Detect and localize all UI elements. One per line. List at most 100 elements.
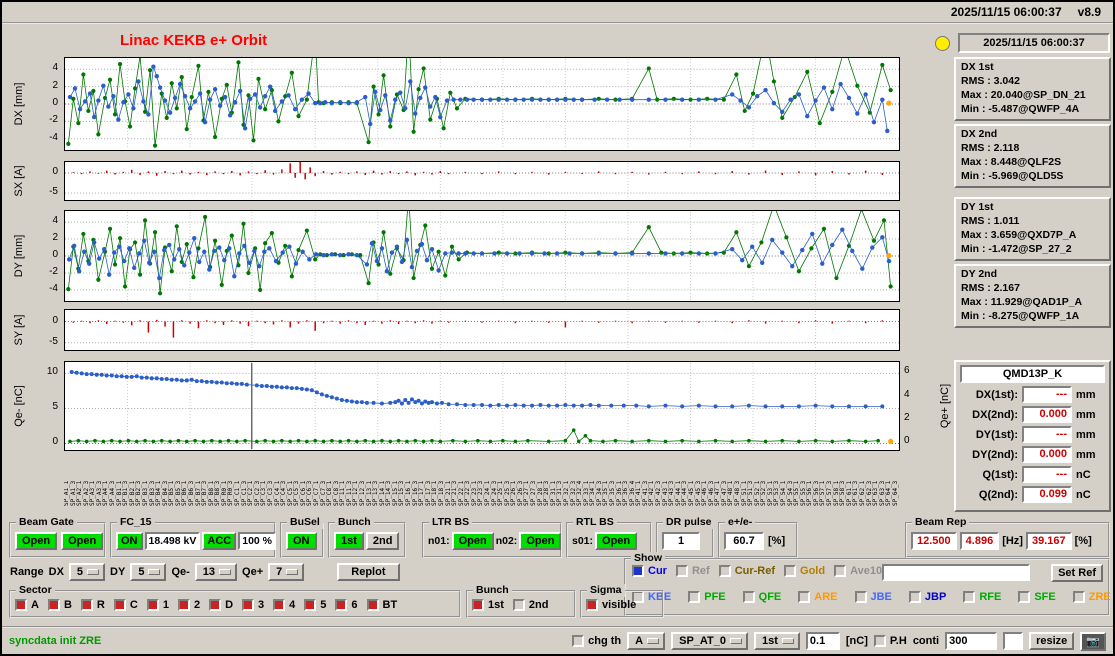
check-item-2[interactable]: 2 — [177, 598, 200, 611]
check-item-kbe[interactable]: KBE — [632, 591, 671, 603]
checkbox-5[interactable] — [304, 598, 317, 611]
check-item-visible[interactable]: visible — [586, 598, 636, 611]
check-item-ref[interactable]: Ref — [675, 565, 710, 577]
checkbox-c[interactable] — [113, 598, 126, 611]
range-qep-menu[interactable]: 7 — [268, 563, 305, 581]
rtl-s01-open-button[interactable]: Open — [595, 531, 638, 550]
camera-button[interactable]: 📷 — [1080, 631, 1106, 651]
check-item-4[interactable]: 4 — [273, 598, 295, 611]
checkbox-qfe[interactable] — [742, 591, 755, 603]
check-item-qfe[interactable]: QFE — [742, 591, 781, 603]
set-ref-entry[interactable] — [882, 564, 1030, 581]
interval-entry[interactable] — [945, 632, 998, 650]
bunch-1st-button[interactable]: 1st — [334, 531, 364, 550]
range-dx-menu[interactable]: 5 — [68, 563, 106, 581]
checkbox-jbp[interactable] — [908, 591, 921, 603]
check-item-cur-ref[interactable]: Cur-Ref — [718, 565, 775, 577]
check-label: 1st — [488, 598, 504, 611]
check-item-1st[interactable]: 1st — [472, 598, 504, 611]
checkbox-cur[interactable] — [632, 565, 644, 577]
checkbox-ave10[interactable] — [834, 565, 847, 577]
checkbox-1st[interactable] — [472, 598, 484, 611]
checkbox-6[interactable] — [335, 598, 348, 611]
check-item-pfe[interactable]: PFE — [688, 591, 726, 603]
qmd-row-value: --- — [1022, 426, 1072, 443]
fc15-on-button[interactable]: ON — [116, 531, 143, 550]
check-item-rfe[interactable]: RFE — [963, 591, 1001, 603]
checkbox-kbe[interactable] — [632, 591, 644, 603]
check-item-ave10[interactable]: Ave10 — [834, 565, 882, 577]
check-item-zre[interactable]: ZRE — [1072, 591, 1111, 603]
check-item-bt[interactable]: BT — [366, 598, 397, 611]
qmd-row-label: DX(2nd): — [972, 408, 1018, 421]
check-item-cur[interactable]: Cur — [632, 565, 667, 577]
checkbox-gold[interactable] — [784, 565, 797, 577]
beam-gate-open-1-button[interactable]: Open — [15, 531, 58, 550]
checkbox-a[interactable] — [15, 598, 27, 611]
check-item-1[interactable]: 1 — [146, 598, 169, 611]
check-item-jbe[interactable]: JBE — [854, 591, 892, 603]
checkbox-are[interactable] — [798, 591, 811, 603]
checkbox-2nd[interactable] — [512, 598, 525, 611]
checkbox-4[interactable] — [273, 598, 286, 611]
plot-dx: DX [mm] 4 2 0 -2 -4 — [13, 57, 900, 151]
ltr-n01-open-button[interactable]: Open — [451, 531, 494, 550]
range-qem-menu[interactable]: 13 — [194, 563, 238, 581]
check-item-3[interactable]: 3 — [242, 598, 264, 611]
checkbox-b[interactable] — [47, 598, 60, 611]
busel-on-button[interactable]: ON — [286, 531, 317, 550]
checkbox-bt[interactable] — [366, 598, 379, 611]
sector-menu[interactable]: A — [627, 632, 666, 650]
chg-th-check[interactable]: chg th — [572, 635, 621, 647]
checkbox-visible[interactable] — [586, 598, 598, 611]
bunch-2nd-button[interactable]: 2nd — [365, 531, 400, 550]
check-label: PFE — [704, 591, 726, 603]
check-item-d[interactable]: D — [209, 598, 233, 611]
checkbox-ref[interactable] — [675, 565, 688, 577]
ltr-n02-open-button[interactable]: Open — [519, 531, 562, 550]
check-item-jbp[interactable]: JBP — [908, 591, 946, 603]
plot-qe: Qe- [nC] 10 5 0 6 4 2 0 Qe+ [nC] — [13, 361, 951, 451]
threshold-entry[interactable] — [805, 632, 840, 650]
checkbox-sfe[interactable] — [1018, 591, 1031, 603]
checkbox-jbe[interactable] — [854, 591, 867, 603]
checkbox-d[interactable] — [209, 598, 222, 611]
checkbox-r[interactable] — [80, 598, 93, 611]
y-tick-label: -5 — [49, 335, 58, 347]
checkbox-cur-ref[interactable] — [718, 565, 731, 577]
chg-th-checkbox[interactable] — [572, 635, 585, 647]
bunch-select-group: Bunch 1st 2nd — [328, 516, 406, 558]
checkbox-pfe[interactable] — [688, 591, 701, 603]
checkbox-rfe[interactable] — [963, 591, 976, 603]
qmd-title[interactable]: QMD13P_K — [960, 365, 1105, 383]
check-item-2nd[interactable]: 2nd — [512, 598, 548, 611]
check-item-sfe[interactable]: SFE — [1018, 591, 1056, 603]
check-item-6[interactable]: 6 — [335, 598, 358, 611]
fc15-acc-button[interactable]: ACC — [202, 531, 237, 550]
check-item-a[interactable]: A — [15, 598, 39, 611]
spare-entry[interactable] — [1003, 632, 1024, 650]
replot-button[interactable]: Replot — [337, 563, 400, 581]
checkbox-1[interactable] — [146, 598, 159, 611]
checkbox-2[interactable] — [177, 598, 190, 611]
resize-button[interactable]: resize — [1029, 632, 1075, 650]
ph-checkbox[interactable] — [873, 635, 886, 647]
checkbox-3[interactable] — [242, 598, 255, 611]
check-item-b[interactable]: B — [47, 598, 72, 611]
check-label: RFE — [979, 591, 1002, 603]
beam-gate-open-2-button[interactable]: Open — [61, 531, 104, 550]
check-item-c[interactable]: C — [113, 598, 138, 611]
set-ref-button[interactable]: Set Ref — [1051, 564, 1103, 582]
check-item-are[interactable]: ARE — [798, 591, 838, 603]
qmd-row-value: --- — [1022, 386, 1072, 403]
element-menu[interactable]: SP_AT_0 — [671, 632, 748, 650]
check-label: A — [31, 598, 39, 611]
check-item-gold[interactable]: Gold — [784, 565, 825, 577]
checkbox-zre[interactable] — [1072, 591, 1085, 603]
bunch-menu[interactable]: 1st — [753, 632, 800, 650]
check-item-5[interactable]: 5 — [304, 598, 326, 611]
range-dy-menu[interactable]: 5 — [130, 563, 167, 581]
ph-check[interactable]: P.H — [873, 635, 907, 647]
check-item-r[interactable]: R — [80, 598, 105, 611]
qmd-row: Q(2nd): 0.099 nC — [960, 486, 1105, 503]
